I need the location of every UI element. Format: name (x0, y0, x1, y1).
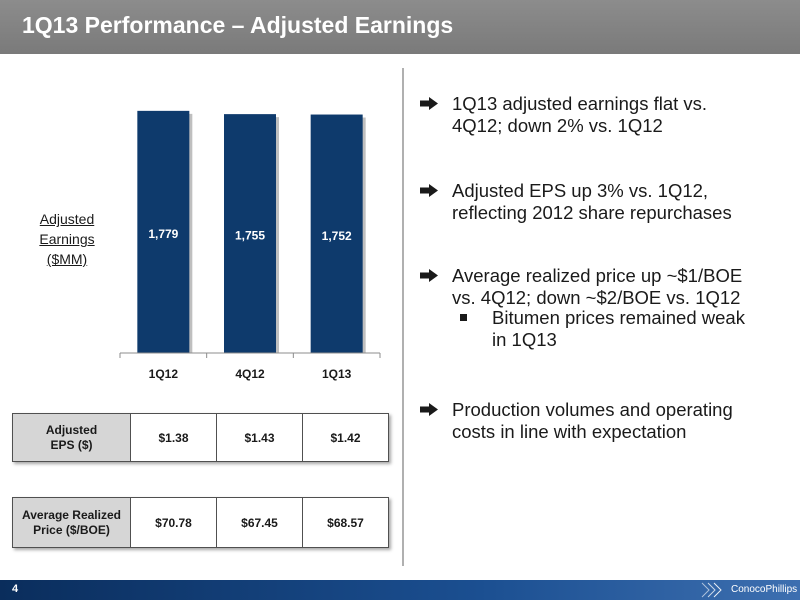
table-header-cell: Adjusted EPS ($) (12, 413, 131, 462)
table-header-line: EPS ($) (50, 437, 93, 452)
bar-data-label: 1,779 (148, 227, 178, 241)
arrow-bullet-icon (420, 97, 438, 110)
table-row: Adjusted EPS ($) $1.38 $1.43 $1.42 (12, 413, 389, 462)
bullet-line: 1Q13 adjusted earnings flat vs. (452, 93, 708, 114)
bullet-text: Adjusted EPS up 3% vs. 1Q12, reflecting … (452, 180, 792, 224)
y-axis-label-line: Adjusted (39, 211, 95, 227)
arrow-bullet-icon (420, 269, 438, 282)
table-row: Average Realized Price ($/BOE) $70.78 $6… (12, 497, 389, 548)
page-title: 1Q13 Performance – Adjusted Earnings (22, 12, 454, 38)
y-axis-label-line: Earnings (39, 231, 95, 247)
table-cell: $67.45 (216, 497, 303, 548)
bullet-line: vs. 4Q12; down ~$2/BOE vs. 1Q12 (452, 287, 741, 308)
table-cell: $1.38 (130, 413, 217, 462)
bar-data-label: 1,752 (322, 229, 352, 243)
x-tick-label: 4Q12 (235, 367, 265, 381)
table-header-cell: Average Realized Price ($/BOE) (12, 497, 131, 548)
price-table: Average Realized Price ($/BOE) $70.78 $6… (12, 497, 389, 548)
table-header-line: Adjusted (45, 422, 98, 437)
arrow-bullet-icon (420, 184, 438, 197)
table-header-line: Price ($/BOE) (33, 522, 110, 537)
footer-bar: 4 ConocoPhillips (0, 580, 800, 600)
x-tick-label: 1Q12 (149, 367, 179, 381)
x-tick-label: 1Q13 (322, 367, 352, 381)
arrow-bullet-icon (420, 403, 438, 416)
table-cell: $1.43 (216, 413, 303, 462)
table-cell: $68.57 (302, 497, 389, 548)
bullet-text: 1Q13 adjusted earnings flat vs. 4Q12; do… (452, 93, 792, 137)
page-number: 4 (12, 583, 19, 595)
sub-bullet-line: Bitumen prices remained weak (492, 307, 745, 328)
vertical-divider (402, 68, 404, 566)
bullet-line: Average realized price up ~$1/BOE (452, 265, 743, 286)
chevron-pattern-icon (701, 582, 722, 598)
bar (137, 110, 190, 353)
y-axis-label-line: ($MM) (46, 251, 88, 267)
sub-bullet-line: in 1Q13 (492, 329, 557, 350)
square-bullet-icon (460, 314, 467, 321)
bar-data-label: 1,755 (235, 229, 265, 243)
y-axis-label: Adjusted Earnings ($MM) (30, 209, 104, 269)
bullet-line: reflecting 2012 share repurchases (452, 202, 732, 223)
table-header-line: Average Realized (22, 507, 121, 522)
bullet-text: Average realized price up ~$1/BOE vs. 4Q… (452, 265, 792, 309)
bullet-text: Production volumes and operating costs i… (452, 399, 792, 443)
sub-bullet-text: Bitumen prices remained weak in 1Q13 (492, 307, 792, 351)
bar (310, 114, 363, 354)
table-cell: $1.42 (302, 413, 389, 462)
bullet-line: Production volumes and operating (452, 399, 733, 420)
bullet-line: Adjusted EPS up 3% vs. 1Q12, (452, 180, 709, 201)
eps-table: Adjusted EPS ($) $1.38 $1.43 $1.42 (12, 413, 389, 462)
bar (224, 114, 276, 353)
bullet-line: costs in line with expectation (452, 421, 687, 442)
company-logo: ConocoPhillips (731, 584, 798, 595)
title-bar: 1Q13 Performance – Adjusted Earnings (0, 0, 800, 54)
earnings-bar-chart: 1,779 1Q12 1,755 4Q12 1,752 1Q13 (119, 110, 381, 381)
bullet-line: 4Q12; down 2% vs. 1Q12 (452, 115, 663, 136)
table-cell: $70.78 (130, 497, 217, 548)
